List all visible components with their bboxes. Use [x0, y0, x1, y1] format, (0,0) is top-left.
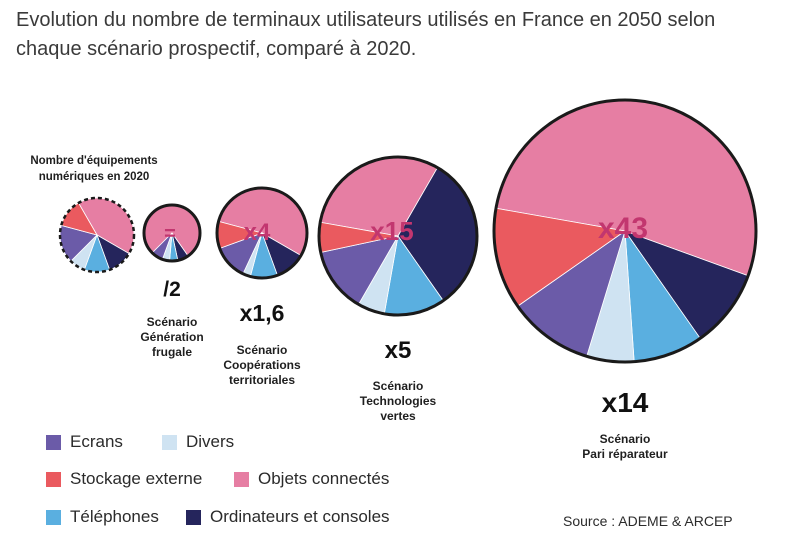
bubble-outline	[58, 196, 136, 274]
legend-item-objets: Objets connectés	[234, 469, 389, 489]
bubble-scenario-2	[215, 186, 309, 280]
legend-swatch	[186, 509, 201, 525]
total-factor-label: x14	[602, 387, 649, 418]
legend-label: Stockage externe	[70, 469, 203, 488]
bubble-outline	[142, 203, 202, 263]
legend-swatch	[46, 509, 61, 525]
source-note: Source : ADEME & ARCEP	[563, 513, 733, 529]
bubble-scenario-4	[492, 98, 758, 364]
bubble-outline	[215, 186, 309, 280]
bubble-outline	[492, 98, 758, 364]
baseline-label: Nombre d'équipements numériques en 2020	[30, 155, 157, 183]
legend-item-ordinateurs: Ordinateurs et consoles	[186, 507, 390, 527]
legend-item-telephones: Téléphones	[46, 507, 159, 527]
scenario-name-label: Scénario Pari réparateur	[582, 432, 668, 461]
bubble-outline	[317, 155, 479, 317]
legend-swatch	[46, 434, 61, 450]
scenario-name-label: Scénario Technologies vertes	[360, 379, 437, 423]
legend-item-divers: Divers	[162, 432, 234, 452]
legend-label: Téléphones	[70, 507, 159, 526]
legend-swatch	[162, 434, 177, 450]
total-factor-label: x1,6	[240, 300, 285, 326]
legend-label: Ordinateurs et consoles	[210, 507, 390, 526]
legend-item-stockage: Stockage externe	[46, 469, 202, 489]
objets-factor-label: x4	[244, 219, 271, 246]
legend-item-ecrans: Ecrans	[46, 432, 123, 452]
objets-factor-label: x43	[598, 212, 648, 245]
bubble-2020	[58, 196, 136, 274]
legend-swatch	[46, 471, 61, 487]
total-factor-label: x5	[385, 337, 412, 364]
legend-swatch	[234, 471, 249, 487]
objets-factor-label: =	[164, 223, 176, 245]
scenario-name-label: Scénario Coopérations territoriales	[223, 343, 301, 387]
legend-label: Divers	[186, 432, 235, 451]
total-factor-label: /2	[163, 278, 181, 301]
legend-label: Objets connectés	[258, 469, 390, 488]
bubble-scenario-1	[142, 203, 202, 263]
legend-label: Ecrans	[70, 432, 123, 451]
legend: Ecrans Divers Stockage externe Objets conne…	[46, 432, 466, 542]
bubble-scenario-3	[317, 155, 479, 317]
scenario-name-label: Scénario Génération frugale	[140, 315, 203, 359]
chart-title: Evolution du nombre de terminaux utilisa…	[16, 9, 716, 60]
objets-factor-label: x15	[370, 216, 413, 246]
